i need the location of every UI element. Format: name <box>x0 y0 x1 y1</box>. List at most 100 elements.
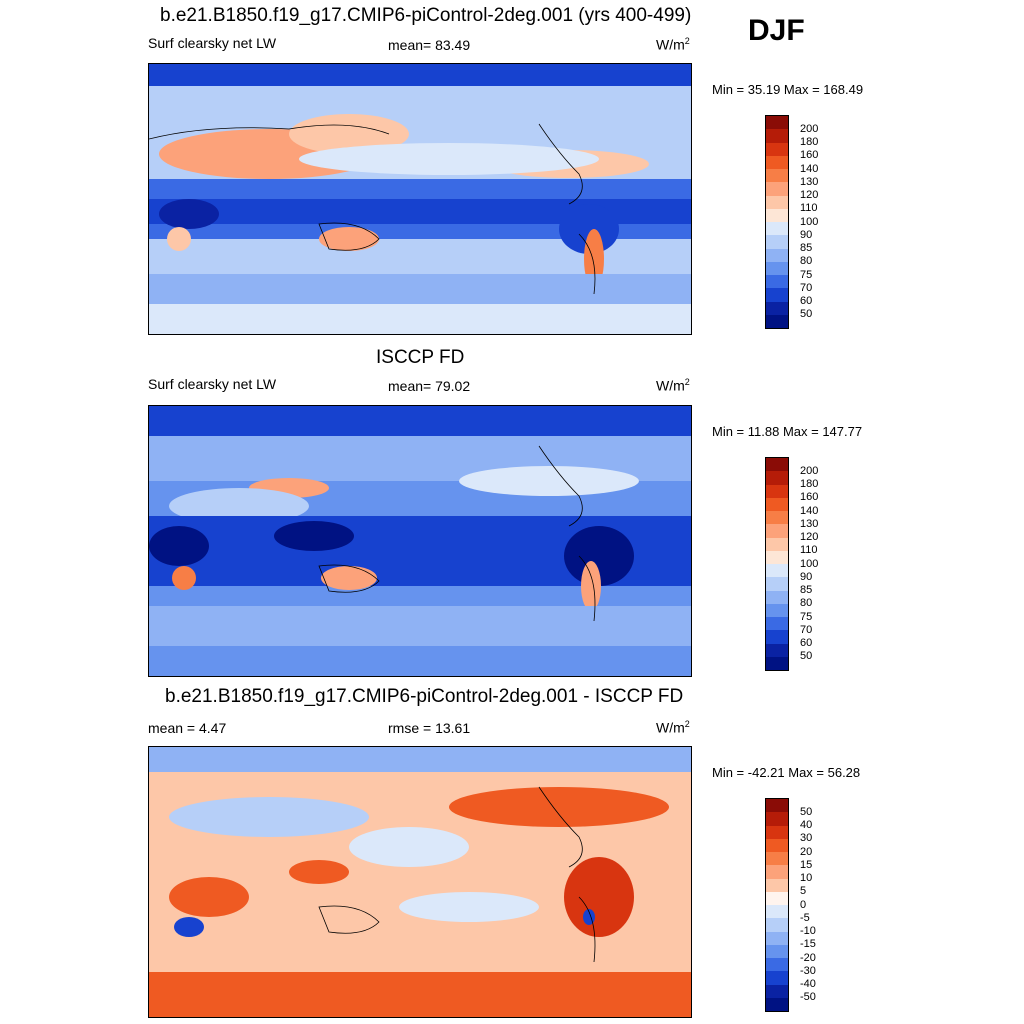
colorbar-label: 110 <box>800 202 818 215</box>
colorbar-swatch <box>766 314 788 328</box>
colorbar-label: 15 <box>800 858 813 871</box>
colorbar-label: 180 <box>800 136 819 148</box>
colorbar-swatch <box>766 564 788 578</box>
colorbar-swatch <box>766 195 788 209</box>
colorbar-label: 80 <box>800 597 813 610</box>
colorbar-label: -15 <box>800 938 816 951</box>
colorbar-swatch <box>766 878 788 892</box>
colorbar-swatch <box>766 248 788 262</box>
colorbar-swatch <box>766 116 788 130</box>
colorbar-label: 130 <box>800 175 819 188</box>
colorbar-swatch <box>766 484 788 498</box>
colorbar-label: 160 <box>800 491 819 504</box>
colorbar-label: 70 <box>800 623 813 636</box>
panel3-rmse: rmse = 13.61 <box>388 720 471 736</box>
colorbar-label: 90 <box>800 570 813 583</box>
colorbar-swatch <box>766 169 788 183</box>
colorbar-label: 50 <box>800 805 813 818</box>
panel2-minmax: Min = 11.88 Max = 147.77 <box>712 424 863 439</box>
colorbar-label: 85 <box>800 242 813 254</box>
colorbar-swatch <box>766 643 788 657</box>
colorbar-swatch <box>766 630 788 644</box>
colorbar-swatch <box>766 799 788 813</box>
colorbar-swatch <box>766 550 788 564</box>
colorbar-swatch <box>766 261 788 275</box>
colorbar-swatch <box>766 458 788 472</box>
colorbar-swatch <box>766 905 788 919</box>
panel2-title: ISCCP FD <box>376 347 465 368</box>
colorbar-label: 60 <box>800 295 813 307</box>
colorbar-label: 75 <box>800 610 813 623</box>
colorbar-label: 85 <box>800 584 813 596</box>
colorbar-label: -40 <box>800 978 816 990</box>
colorbar-swatch <box>766 918 788 932</box>
season-label: DJF <box>748 14 805 47</box>
panel3-units: W/m2 <box>656 719 690 736</box>
colorbar-label: 50 <box>800 308 813 321</box>
colorbar-swatch <box>766 931 788 945</box>
colorbar-label: 20 <box>800 845 813 858</box>
panel1-variable: Surf clearsky net LW <box>148 35 277 51</box>
colorbar-label: 100 <box>800 215 819 228</box>
colorbar-swatch <box>766 275 788 289</box>
colorbar-swatch <box>766 182 788 196</box>
colorbar-swatch <box>766 537 788 551</box>
colorbar-swatch <box>766 656 788 670</box>
colorbar-swatch <box>766 142 788 156</box>
colorbar-swatch <box>766 971 788 985</box>
colorbar-label: -50 <box>800 991 816 1004</box>
colorbar-label: -20 <box>800 951 816 964</box>
panel3-minmax: Min = -42.21 Max = 56.28 <box>712 765 861 780</box>
colorbar-swatch <box>766 235 788 249</box>
panel1-mean: mean= 83.49 <box>388 37 471 53</box>
panel2-mean: mean= 79.02 <box>388 378 471 394</box>
colorbar-swatch <box>766 155 788 169</box>
colorbar-label: 90 <box>800 228 813 241</box>
colorbar-swatch <box>766 301 788 315</box>
colorbar-swatch <box>766 590 788 604</box>
colorbar-label: 200 <box>800 122 819 135</box>
colorbar-label: 80 <box>800 255 813 268</box>
panel2-units: W/m2 <box>656 377 690 394</box>
colorbar-swatch <box>766 497 788 511</box>
colorbar-label: 140 <box>800 162 819 175</box>
colorbar-label: 10 <box>800 872 813 884</box>
panel1-map <box>148 63 692 335</box>
colorbar-swatch <box>766 222 788 236</box>
colorbar-swatch <box>766 825 788 839</box>
panel2-map <box>148 405 692 677</box>
colorbar-label: 40 <box>800 819 813 831</box>
colorbar-label: 30 <box>800 832 813 845</box>
colorbar-label: 180 <box>800 478 819 490</box>
panel2-variable: Surf clearsky net LW <box>148 376 277 392</box>
colorbar-swatch <box>766 511 788 525</box>
colorbar-swatch <box>766 812 788 826</box>
panel1-minmax: Min = 35.19 Max = 168.49 <box>712 82 864 97</box>
panel1-units: W/m2 <box>656 36 690 53</box>
colorbar-swatch <box>766 891 788 905</box>
colorbar-swatch <box>766 944 788 958</box>
colorbar-swatch <box>766 603 788 617</box>
colorbar-label: -30 <box>800 964 816 977</box>
colorbar-swatch <box>766 838 788 852</box>
colorbar-label: 120 <box>800 531 819 543</box>
colorbar-swatch <box>766 524 788 538</box>
colorbar-label: 100 <box>800 557 819 570</box>
colorbar-label: 160 <box>800 149 819 162</box>
panel1-colorbar: 200 180 160 140 130 120 110 100 90 85 80 75 70 60 50 <box>765 115 818 329</box>
colorbar-label: 130 <box>800 517 819 530</box>
colorbar-label: 75 <box>800 268 813 281</box>
colorbar-swatch <box>766 129 788 143</box>
colorbar-label: 110 <box>800 544 818 557</box>
colorbar-swatch <box>766 288 788 302</box>
colorbar-swatch <box>766 865 788 879</box>
colorbar-label: 60 <box>800 637 813 649</box>
colorbar-label: 70 <box>800 281 813 294</box>
colorbar-label: 0 <box>800 898 807 911</box>
colorbar-swatch <box>766 997 788 1011</box>
colorbar-swatch <box>766 852 788 866</box>
panel2-colorbar: 200 180 160 140 130 120 110 100 90 85 80 75 70 60 50 <box>765 457 818 671</box>
colorbar-label: 5 <box>800 885 807 898</box>
colorbar-swatch <box>766 617 788 631</box>
colorbar-label: -10 <box>800 925 816 937</box>
